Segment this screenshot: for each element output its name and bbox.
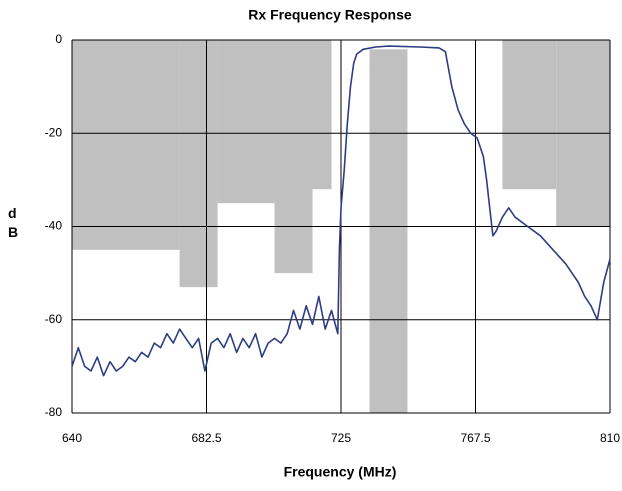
y-axis-label: dB <box>8 205 19 240</box>
y-tick-label: -80 <box>45 405 63 419</box>
x-axis-label: Frequency (MHz) <box>284 464 397 480</box>
chart-title: Rx Frequency Response <box>248 7 412 23</box>
mask-region <box>217 40 275 204</box>
y-tick-label: -60 <box>45 312 63 326</box>
y-tick-label: -20 <box>45 125 63 139</box>
mask-region <box>369 49 408 413</box>
x-tick-label: 682.5 <box>191 431 221 445</box>
mask-region <box>312 40 332 190</box>
mask-region <box>72 40 180 250</box>
x-tick-label: 725 <box>331 431 351 445</box>
x-tick-label: 810 <box>600 431 620 445</box>
x-tick-label: 640 <box>62 431 82 445</box>
y-tick-label: 0 <box>55 32 62 46</box>
x-tick-label: 767.5 <box>460 431 490 445</box>
line-series <box>71 45 611 377</box>
mask-region <box>502 40 557 190</box>
mask-region <box>179 40 218 288</box>
mask-region <box>274 40 313 274</box>
y-tick-label: -40 <box>45 219 63 233</box>
